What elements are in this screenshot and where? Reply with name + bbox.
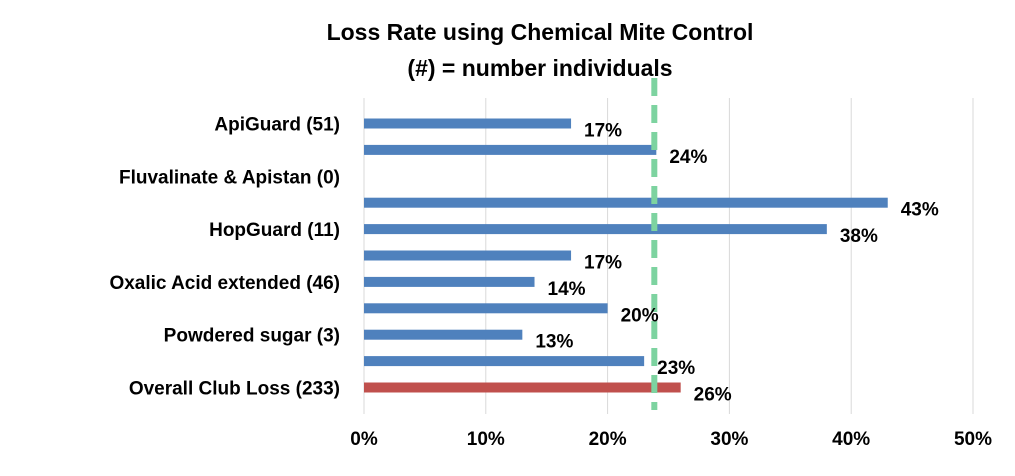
category-label: Powdered sugar (3) <box>164 326 340 347</box>
data-label: 43% <box>901 200 939 221</box>
bar <box>364 303 608 314</box>
x-tick-label: 40% <box>832 429 870 450</box>
bar <box>364 197 888 208</box>
bar <box>364 224 827 235</box>
category-labels: ApiGuard (51) Fluvalinate & Apistan (0) Ho… <box>109 115 340 400</box>
data-label: 23% <box>657 358 695 379</box>
category-label: HopGuard (11) <box>209 220 340 241</box>
data-label: 14% <box>548 279 586 300</box>
data-label: 13% <box>535 332 573 353</box>
data-labels: 17% 24% 43% 38% 17% 14% 20% 13% 23% 26% <box>535 121 939 406</box>
bar-highlight <box>364 382 681 393</box>
category-label: Overall Club Loss (233) <box>129 379 340 400</box>
bar <box>364 276 535 287</box>
data-label: 17% <box>584 253 622 274</box>
bar <box>364 329 523 340</box>
chart-title: Loss Rate using Chemical Mite Control <box>327 19 754 45</box>
bars <box>364 118 888 393</box>
bar <box>364 356 645 367</box>
data-label: 24% <box>669 147 707 168</box>
category-label: ApiGuard (51) <box>214 115 340 136</box>
data-label: 20% <box>621 305 659 326</box>
bar <box>364 144 657 155</box>
x-tick-label: 30% <box>710 429 748 450</box>
category-label: Oxalic Acid extended (46) <box>109 273 340 294</box>
data-label: 26% <box>694 385 732 406</box>
x-tick-label: 0% <box>350 429 378 450</box>
x-tick-label: 50% <box>954 429 992 450</box>
chart-subtitle: (#) = number individuals <box>407 55 672 81</box>
bar <box>364 250 572 261</box>
x-axis-tick-labels: 0% 10% 20% 30% 40% 50% <box>350 429 992 450</box>
category-label: Fluvalinate & Apistan (0) <box>119 167 340 188</box>
x-tick-label: 10% <box>467 429 505 450</box>
bar <box>364 118 572 129</box>
data-label: 17% <box>584 121 622 142</box>
data-label: 38% <box>840 226 878 247</box>
x-tick-label: 20% <box>589 429 627 450</box>
